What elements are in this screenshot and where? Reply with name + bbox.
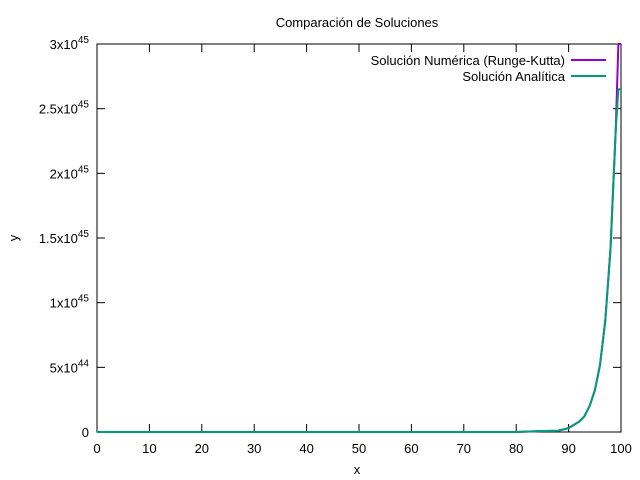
y-tick-exponent: 45 bbox=[78, 229, 90, 240]
legend: Solución Numérica (Runge-Kutta)Solución … bbox=[371, 53, 606, 84]
x-tick-label: 70 bbox=[457, 441, 471, 456]
y-tick-label: 1.5x1045 bbox=[39, 229, 90, 246]
y-tick-mantissa: 2.5x10 bbox=[39, 102, 78, 117]
y-tick-label: 1x1045 bbox=[50, 294, 90, 311]
x-tick-label: 90 bbox=[561, 441, 575, 456]
x-tick-label: 40 bbox=[299, 441, 313, 456]
y-axis: 05x10441x10451.5x10452x10452.5x10453x104… bbox=[39, 35, 621, 440]
y-tick-exponent: 45 bbox=[78, 35, 90, 46]
y-tick-exponent: 45 bbox=[78, 164, 90, 175]
y-tick-mantissa: 2x10 bbox=[50, 166, 78, 181]
x-tick-label: 20 bbox=[195, 441, 209, 456]
y-tick-exponent: 45 bbox=[78, 100, 90, 111]
x-tick-label: 0 bbox=[93, 441, 100, 456]
y-tick-label: 2x1045 bbox=[50, 164, 90, 181]
y-axis-label: y bbox=[6, 234, 21, 241]
x-axis: 0 10 20 30 40 50 60 70 80 90 100 bbox=[93, 44, 632, 456]
chart-title: Comparación de Soluciones bbox=[276, 15, 439, 30]
y-tick-label: 5x1044 bbox=[50, 358, 90, 375]
y-tick-mantissa: 3x10 bbox=[50, 37, 78, 52]
x-axis-label: x bbox=[354, 462, 361, 477]
x-tick-label: 30 bbox=[247, 441, 261, 456]
legend-label: Solución Numérica (Runge-Kutta) bbox=[371, 53, 565, 68]
y-tick-mantissa: 0 bbox=[82, 425, 89, 440]
x-tick-label: 80 bbox=[509, 441, 523, 456]
x-tick-label: 50 bbox=[352, 441, 366, 456]
y-tick-mantissa: 1.5x10 bbox=[39, 231, 78, 246]
y-tick-exponent: 44 bbox=[78, 358, 90, 369]
series-line-analytical bbox=[97, 88, 621, 433]
x-tick-label: 10 bbox=[142, 441, 156, 456]
y-tick-mantissa: 1x10 bbox=[50, 296, 78, 311]
x-tick-label: 60 bbox=[404, 441, 418, 456]
y-tick-exponent: 45 bbox=[78, 294, 90, 305]
legend-label: Solución Analítica bbox=[462, 69, 565, 84]
plot-frame bbox=[96, 43, 622, 433]
y-tick-label: 3x1045 bbox=[50, 35, 90, 52]
y-tick-label: 0 bbox=[82, 425, 89, 440]
series-layer bbox=[97, 43, 621, 433]
y-tick-mantissa: 5x10 bbox=[50, 360, 78, 375]
x-tick-label: 100 bbox=[610, 441, 632, 456]
y-tick-label: 2.5x1045 bbox=[39, 100, 90, 117]
series-line-numerical bbox=[97, 43, 621, 433]
